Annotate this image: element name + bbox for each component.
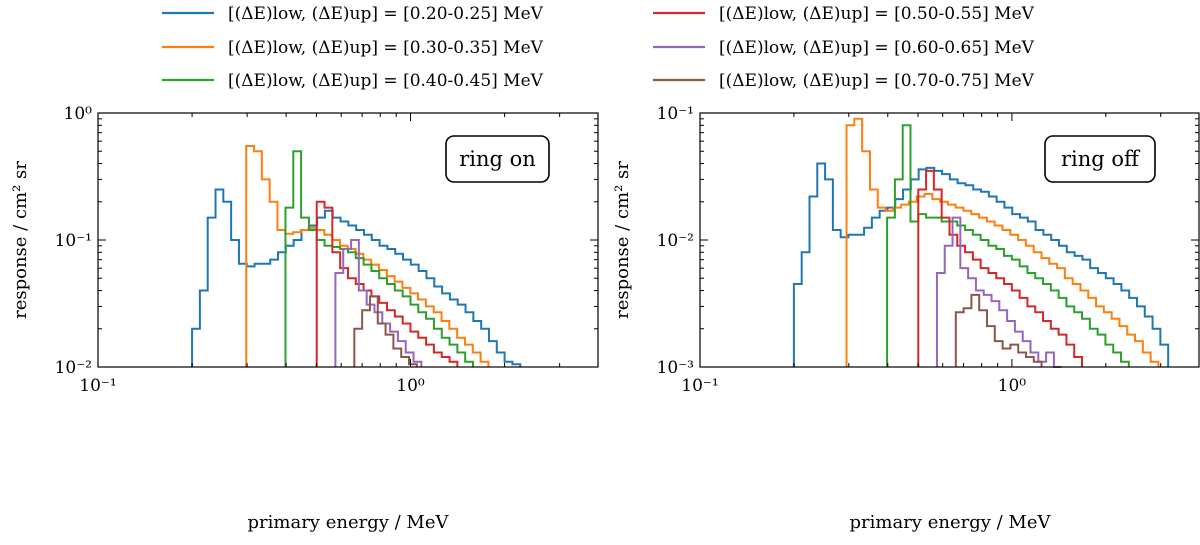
x-axis-label: primary energy / MeV [248, 512, 450, 533]
series-line [315, 200, 459, 367]
tick-layer [699, 112, 1199, 368]
y-tick-label: 10⁻³ [657, 358, 694, 378]
y-tick-label: 10⁻² [657, 231, 694, 251]
x-tick-label: 10⁰ [396, 376, 425, 396]
series-layer [191, 144, 522, 367]
series-line [353, 295, 418, 367]
tick-label-layer: 10⁻¹ 10⁰ 10⁻³ 10⁻² 10⁻¹ [657, 104, 1027, 396]
legend-label-3: [(ΔE)low, (ΔE)up] = [0.40-0.45] MeV [228, 71, 544, 91]
series-line [284, 150, 474, 367]
legend-entry: [(ΔE)low, (ΔE)up] = [0.60-0.65] MeV [653, 38, 1035, 58]
y-tick-label: 10⁻² [55, 358, 92, 378]
series-line [845, 117, 1160, 367]
legend-entry: [(ΔE)low, (ΔE)up] = [0.70-0.75] MeV [653, 71, 1035, 91]
y-axis-label: response / cm² sr [612, 161, 633, 319]
legend-label-5: [(ΔE)low, (ΔE)up] = [0.60-0.65] MeV [719, 38, 1035, 58]
y-axis-label: response / cm² sr [10, 161, 31, 319]
annotation-text: ring off [1061, 147, 1141, 171]
series-line [935, 216, 1062, 368]
annotation-box: ring on [445, 135, 550, 183]
axes-frame [97, 112, 599, 368]
legend-entry: [(ΔE)low, (ΔE)up] = [0.30-0.35] MeV [162, 38, 544, 58]
annotation-frame [445, 135, 550, 183]
x-axis-label: primary energy / MeV [850, 512, 1052, 533]
annotation-box: ring off [1044, 135, 1156, 183]
x-tick-label: 10⁰ [998, 376, 1027, 396]
panel-ring-off: 10⁻¹ 10⁰ 10⁻³ 10⁻² 10⁻¹ primary energy / MeV… [612, 104, 1200, 533]
legend-label-1: [(ΔE)low, (ΔE)up] = [0.20-0.25] MeV [228, 4, 544, 24]
annotation-text: ring on [459, 147, 536, 171]
legend-label-4: [(ΔE)low, (ΔE)up] = [0.50-0.55] MeV [719, 4, 1035, 24]
legend-label-2: [(ΔE)low, (ΔE)up] = [0.30-0.35] MeV [228, 38, 544, 58]
series-layer [792, 117, 1170, 368]
y-tick-label: 10⁻¹ [657, 104, 694, 124]
y-tick-label: 10⁻¹ [55, 231, 92, 251]
x-tick-label: 10⁻¹ [681, 376, 718, 396]
series-line [792, 162, 1170, 367]
legend-entry: [(ΔE)low, (ΔE)up] = [0.40-0.45] MeV [162, 71, 544, 91]
series-line [886, 124, 1130, 367]
series-line [917, 169, 1084, 367]
legend-label-6: [(ΔE)low, (ΔE)up] = [0.70-0.75] MeV [719, 71, 1035, 91]
series-line [954, 293, 1043, 367]
legend-entry: [(ΔE)low, (ΔE)up] = [0.20-0.25] MeV [162, 4, 544, 24]
legend-entry: [(ΔE)low, (ΔE)up] = [0.50-0.55] MeV [653, 4, 1035, 24]
annotation-frame [1044, 135, 1156, 183]
legend: [(ΔE)low, (ΔE)up] = [0.20-0.25] MeV [(ΔE… [162, 4, 1035, 91]
axes-frame [699, 112, 1200, 368]
y-tick-label: 10⁰ [64, 104, 93, 124]
x-tick-label: 10⁻¹ [79, 376, 116, 396]
